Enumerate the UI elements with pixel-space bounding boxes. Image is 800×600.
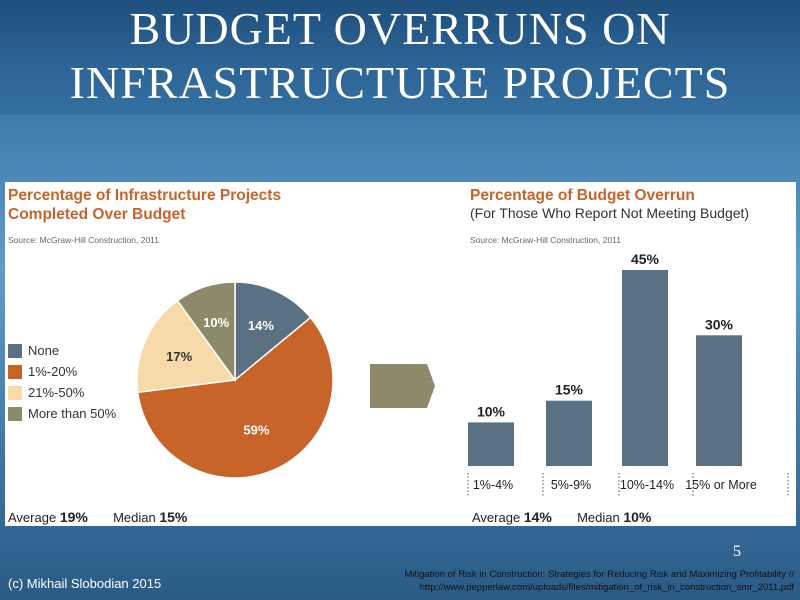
left-heading-line2: Completed Over Budget [8,206,186,223]
legend-swatch [8,364,22,379]
left-heading: Percentage of Infrastructure Projects Co… [8,186,281,224]
bar-category-label: 5%-9% [551,478,591,492]
legend-swatch [8,406,22,421]
right-average-label: Average [472,510,521,525]
left-median-label: Median [113,510,156,525]
legend-label: None [28,343,60,358]
right-median-value: 10% [623,509,652,525]
legend-item: More than 50% [8,403,116,424]
bar [468,422,514,466]
bar-data-label: 10% [477,403,506,419]
bar-data-label: 15% [555,382,584,398]
legend-item: None [8,340,116,361]
right-average-value: 14% [523,509,552,525]
citation-line2: http://www.pepperlaw.com/uploads/files/m… [419,582,794,593]
pie-slice [176,281,236,383]
bar-data-label: 45% [631,251,660,267]
slide-title-line1: BUDGET OVERRUNS ON [129,3,671,54]
bar-chart: 10% 1%-4% 15% 5%-9% 45% 10%-14% 30% 15% or More [467,251,789,496]
legend-swatch [8,343,22,358]
pie-data-label: 10% [203,315,229,330]
left-average-label: Average [8,510,57,525]
pie-data-label: 14% [248,318,274,333]
legend-item: 21%-50% [8,382,116,403]
left-average-value: 19% [59,509,88,525]
legend-item: 1%-20% [8,361,116,382]
pie-legend: None 1%-20% 21%-50% More than 50% [8,340,116,424]
bar-category-label: 10%-14% [620,478,674,492]
pie-slice [234,281,312,382]
legend-label: 1%-20% [28,364,78,379]
citation-line1: Mitigation of Risk in Construction: Stra… [404,569,794,580]
right-stats: Average 14% Median 10% [472,509,651,525]
charts-canvas: 14% 59% 17% 10% 10% 1%-4% 15% 5%-9% 45% 10%-14% 3… [136,251,789,496]
pie-data-label: 59% [243,423,269,438]
right-heading: Percentage of Budget Overrun [470,187,695,204]
transition-arrow-icon [370,364,435,408]
slide-title: BUDGET OVERRUNS ON INFRASTRUCTURE PROJEC… [0,2,800,110]
bar-category-label: 15% or More [685,478,757,492]
content-panel: Percentage of Infrastructure Projects Co… [5,182,796,526]
legend-label: 21%-50% [28,385,85,400]
left-median-value: 15% [159,509,188,525]
right-source: Source: McGraw-Hill Construction, 2011 [470,235,622,245]
bar-category-label: 1%-4% [473,478,513,492]
title-band [0,0,800,115]
bar-data-label: 30% [705,316,734,332]
left-stats: Average 19% Median 15% [8,509,187,525]
left-source: Source: McGraw-Hill Construction, 2011 [8,235,160,245]
bar [622,270,668,466]
bar [546,400,592,466]
bar [696,335,742,466]
right-subheading: (For Those Who Report Not Meeting Budget… [470,205,750,221]
right-median-label: Median [577,510,620,525]
left-heading-line1: Percentage of Infrastructure Projects [8,187,282,204]
slide-number: 5 [733,543,741,560]
slide-title-line2: INFRASTRUCTURE PROJECTS [69,57,731,108]
copyright-text: (c) Mikhail Slobodian 2015 [8,576,162,591]
legend-label: More than 50% [28,406,117,421]
citation: Mitigation of Risk in Construction: Stra… [324,568,794,594]
pie-slice [136,299,237,394]
legend-swatch [8,385,22,400]
pie-data-label: 17% [166,349,192,364]
pie-slice [136,316,334,479]
pie-chart: 14% 59% 17% 10% [136,281,334,479]
